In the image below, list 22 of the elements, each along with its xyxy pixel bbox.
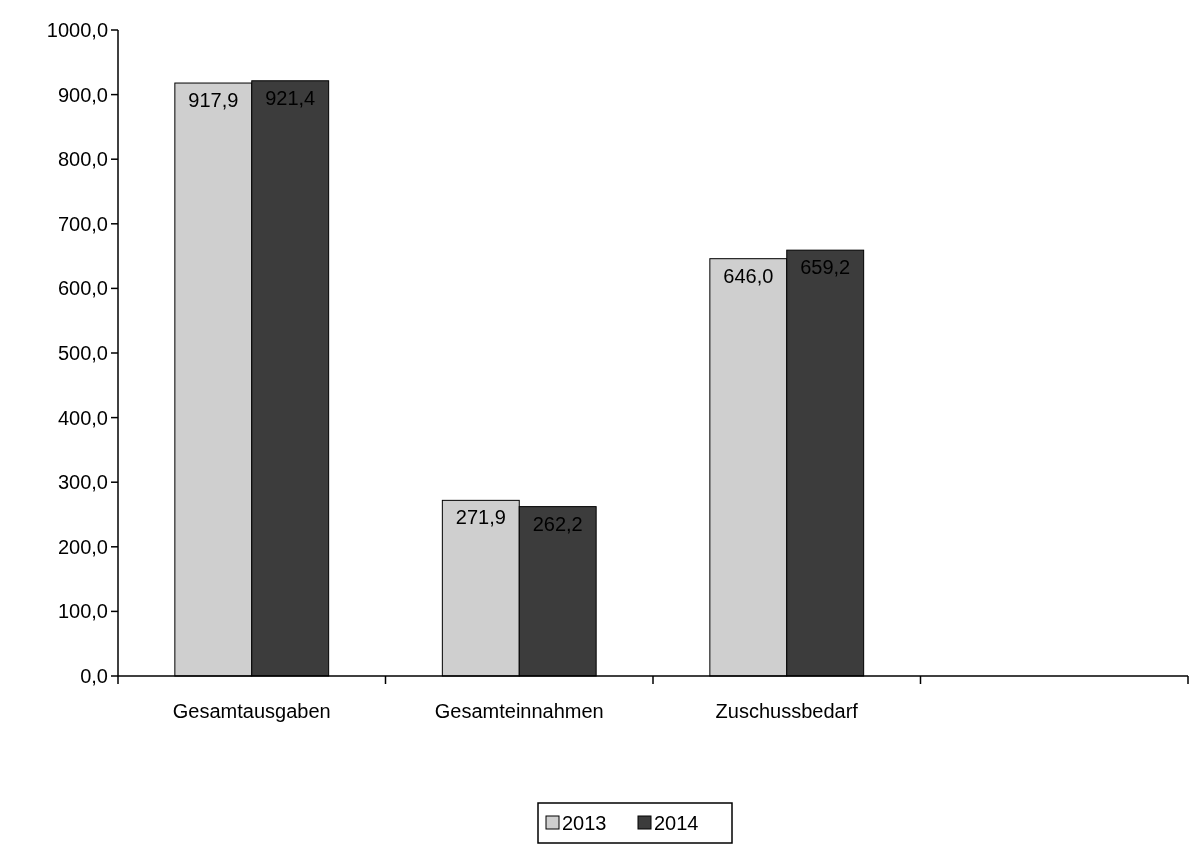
y-tick-label: 800,0 [57,148,108,171]
data-label: 659,2 [800,256,851,279]
y-tick-label: 300,0 [57,471,108,494]
x-tick-label: Zuschussbedarf [715,700,859,722]
y-tick-label: 400,0 [57,406,108,429]
y-tick-label: 700,0 [57,212,108,235]
data-label: 921,4 [265,86,316,109]
y-tick-label: 1000,0 [46,19,108,41]
y-tick-label: 100,0 [57,600,108,623]
y-tick-label: 0,0 [80,665,108,687]
x-tick-label: Gesamtausgaben [172,700,331,722]
y-tick-label: 600,0 [57,277,108,300]
data-label: 262,2 [532,512,583,535]
y-tick-label: 900,0 [57,83,108,106]
data-label: 271,9 [455,506,506,529]
legend-label: 2014 [654,812,699,834]
data-label: 917,9 [188,89,239,112]
x-tick-label: Gesamteinnahmen [434,700,604,722]
legend-label: 2013 [562,812,607,834]
data-label: 646,0 [723,264,774,287]
y-tick-label: 500,0 [57,342,108,364]
y-tick-label: 200,0 [57,535,108,558]
